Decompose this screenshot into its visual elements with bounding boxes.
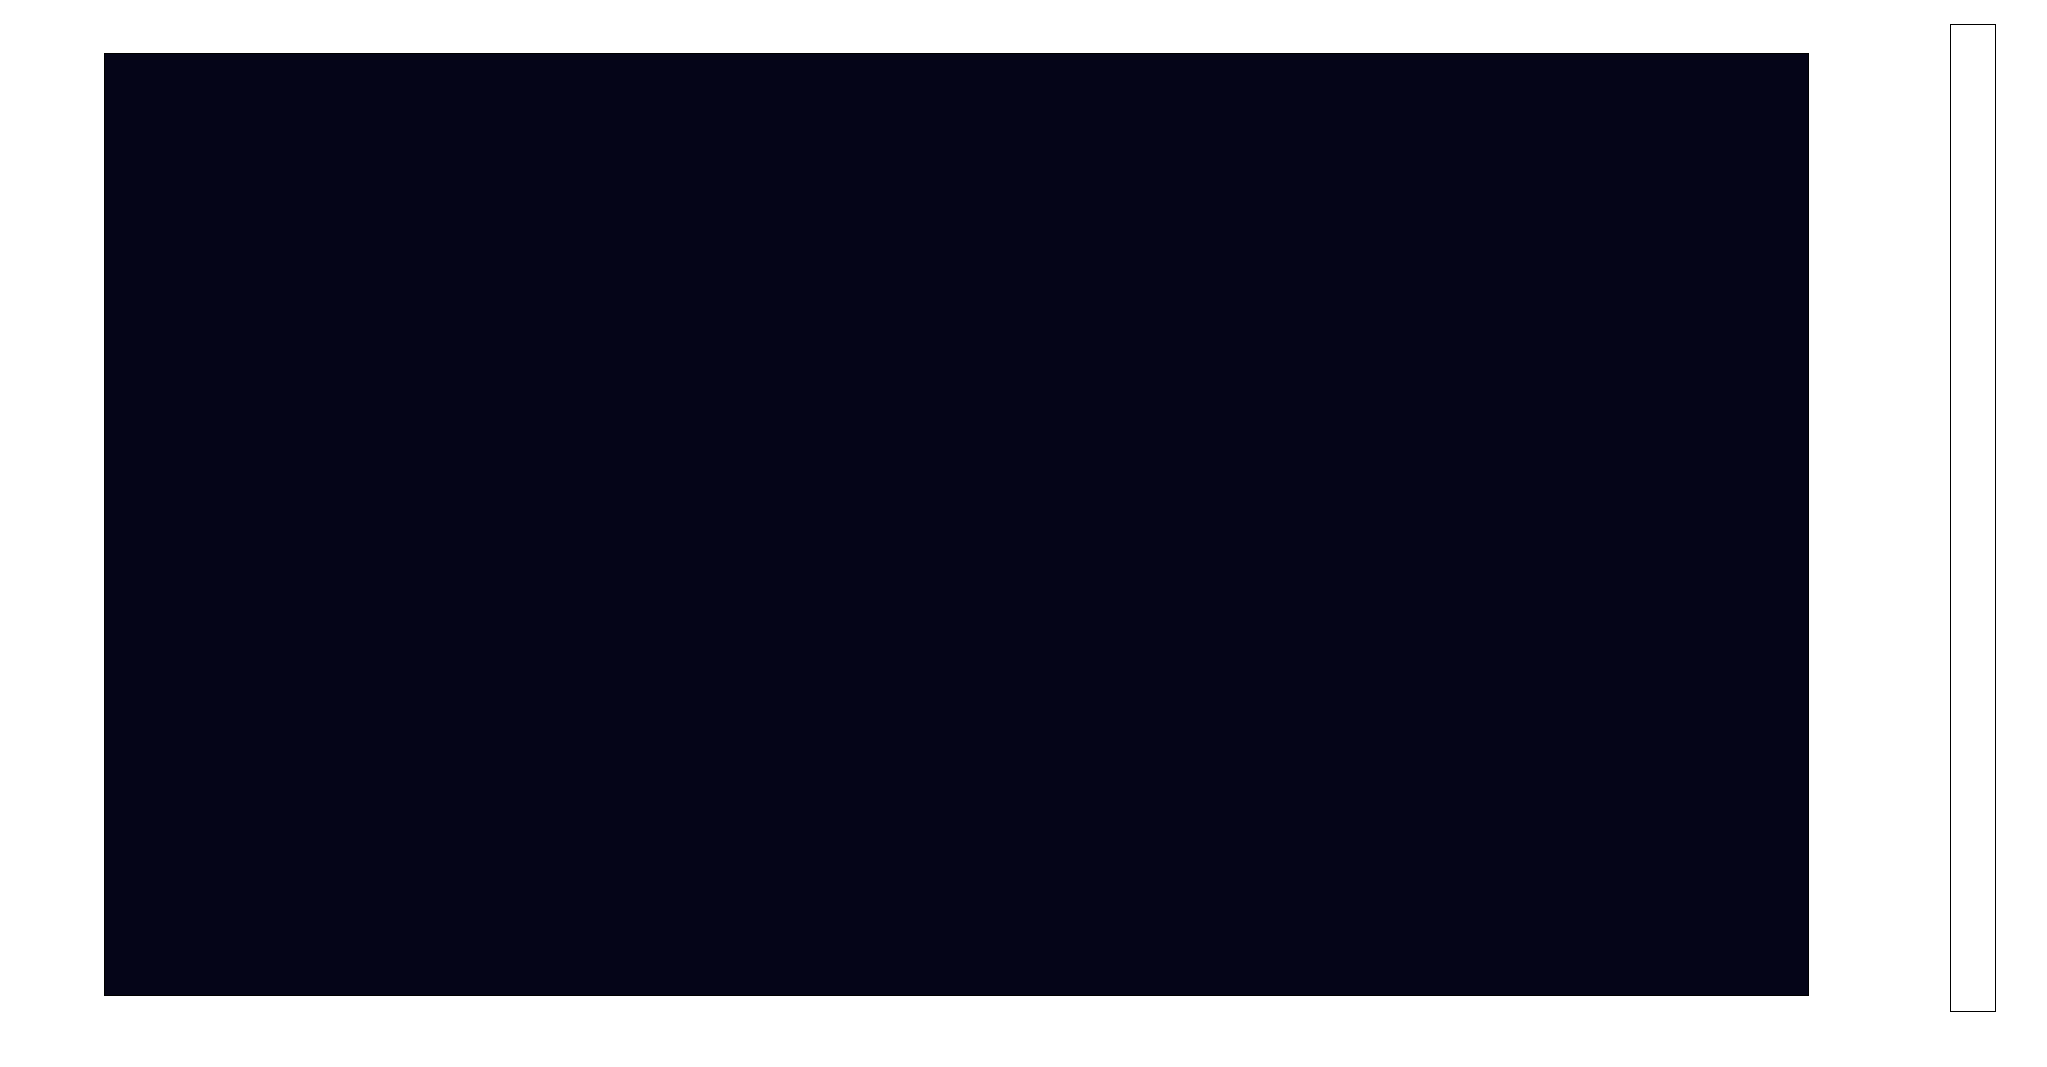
colorbar	[1950, 24, 1996, 1012]
colorbar-gradient	[1951, 25, 1995, 1011]
plot-area	[104, 53, 1809, 996]
spectrogram-canvas	[105, 54, 1808, 995]
y-axis-label	[15, 323, 45, 723]
colorbar-label	[2017, 319, 2047, 719]
